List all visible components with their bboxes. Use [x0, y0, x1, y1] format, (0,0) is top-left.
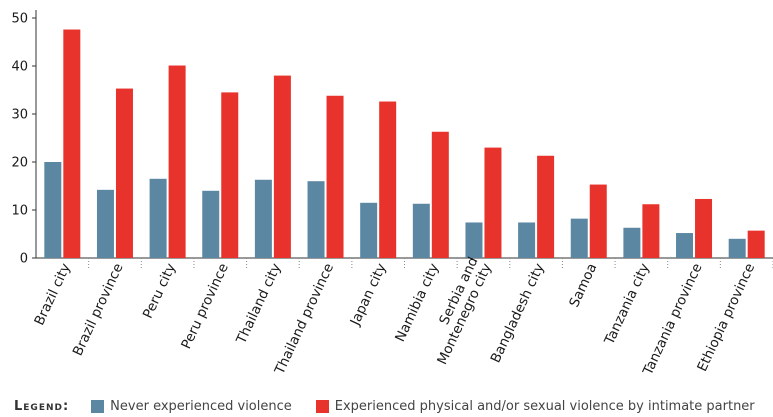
x-category-label: Samoa	[566, 261, 600, 310]
x-category-label: Japan city	[347, 261, 390, 329]
bar-experienced-violence	[747, 230, 765, 258]
legend-label-experienced: Experienced physical and/or sexual viole…	[334, 398, 755, 414]
legend-item-never: Never experienced violence	[91, 399, 292, 414]
bar-experienced-violence	[431, 131, 449, 258]
bar-never-violence	[623, 227, 641, 258]
bar-never-violence	[254, 179, 272, 258]
legend-swatch-experienced	[315, 399, 329, 413]
bar-never-violence	[360, 202, 378, 258]
x-category-label: Bangladesh city	[488, 261, 548, 366]
legend-title: Legend:	[14, 398, 70, 414]
x-category-label: Tanzania province	[640, 261, 706, 379]
y-tick-label: 20	[11, 156, 28, 171]
legend-swatch-never	[91, 399, 105, 413]
bar-experienced-violence	[484, 147, 502, 258]
bar-never-violence	[307, 181, 325, 258]
bar-never-violence	[570, 218, 588, 258]
bar-experienced-violence	[589, 184, 607, 258]
x-category-label: Peru province	[178, 261, 232, 352]
bar-experienced-violence	[115, 88, 133, 258]
y-tick-label: 40	[11, 60, 28, 75]
y-tick-label: 30	[11, 108, 28, 123]
bar-never-violence	[518, 222, 536, 258]
x-category-label: Brazil city	[31, 261, 74, 328]
x-category-label: Thailand province	[271, 261, 337, 378]
bar-experienced-violence	[326, 95, 344, 258]
bar-experienced-violence	[695, 198, 713, 258]
legend: Legend: Never experienced violence Exper…	[14, 398, 773, 414]
bar-never-violence	[149, 178, 167, 258]
bar-experienced-violence	[63, 29, 81, 258]
bar-never-violence	[465, 222, 483, 258]
x-category-label: Peru city	[140, 261, 179, 321]
bar-never-violence	[44, 162, 62, 258]
bar-never-violence	[728, 238, 746, 258]
y-tick-label: 10	[11, 204, 28, 219]
legend-item-experienced: Experienced physical and/or sexual viole…	[315, 398, 755, 414]
bar-experienced-violence	[379, 101, 397, 259]
x-category-label: Brazil province	[70, 261, 127, 358]
bar-experienced-violence	[221, 92, 239, 259]
bar-never-violence	[676, 233, 694, 258]
bar-experienced-violence	[273, 75, 291, 258]
legend-label-never: Never experienced violence	[110, 398, 292, 414]
x-category-label: Thailand city	[233, 261, 285, 347]
bar-experienced-violence	[642, 204, 660, 258]
y-tick-label: 50	[11, 12, 28, 27]
y-tick-label: 0	[20, 252, 28, 267]
x-category-label: Tanzania city	[601, 261, 653, 348]
bar-never-violence	[96, 189, 114, 258]
bar-experienced-violence	[537, 155, 555, 258]
x-category-label: Ethiopia province	[694, 261, 758, 374]
x-category-label: Namibia city	[392, 261, 442, 344]
bar-never-violence	[412, 203, 430, 258]
bar-experienced-violence	[168, 65, 186, 259]
bar-never-violence	[202, 190, 220, 258]
